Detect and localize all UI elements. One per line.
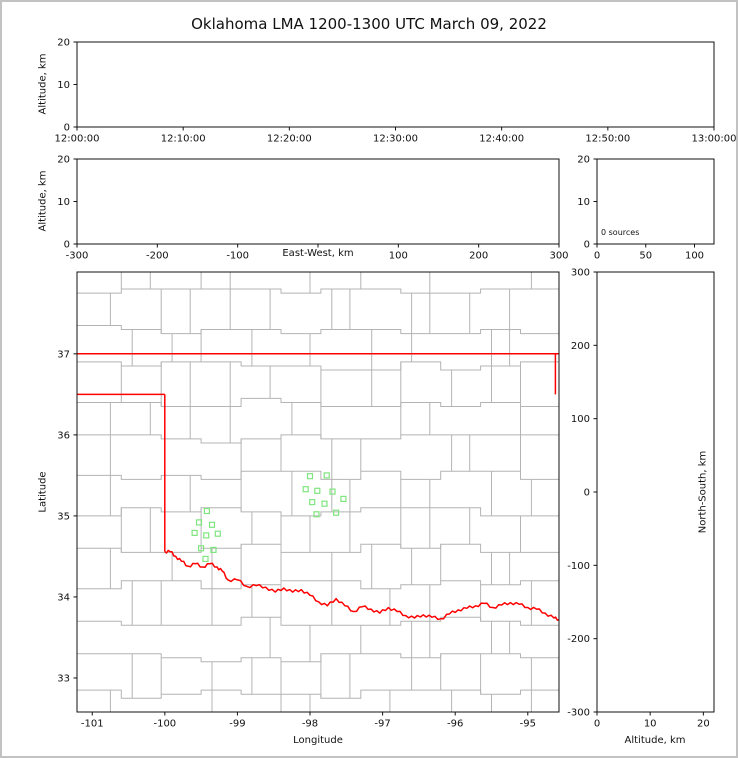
chart-title: Oklahoma LMA 1200-1300 UTC March 09, 202… [191,15,547,33]
ew-height-panel [76,158,560,245]
tick-label: 12:30:00 [373,134,418,145]
station-marker [323,472,330,479]
county-line-h [77,616,559,626]
station-marker [302,486,309,493]
tick-label: -96 [447,719,463,730]
tick-label: 0 [594,251,600,262]
tick-label: 300 [549,251,568,262]
tick-label: -97 [374,719,390,730]
tick-label: 200 [469,251,488,262]
tick-label: 300 [571,268,590,279]
tick-label: 34 [57,592,70,603]
county-line-h [77,543,559,553]
station-marker [214,530,221,537]
tick-label: 20 [57,155,70,166]
tick-label: 100 [571,414,590,425]
tick-label: -300 [66,251,89,262]
tick-label: -300 [567,708,590,719]
tick-label: 13:00:00 [692,134,737,145]
ns-height-xlabel: Altitude, km [624,735,686,746]
station-marker [333,509,340,516]
tick-label: -95 [520,719,536,730]
tick-label: 100 [389,251,408,262]
station-marker [208,521,216,528]
tick-label: -101 [81,719,104,730]
tick-label: 12:00:00 [55,134,100,145]
county-line-h [77,288,559,294]
station-marker [329,488,336,495]
tick-label: 33 [57,673,70,684]
station-marker [340,495,347,502]
ns-height-panel [596,271,715,713]
station-marker [198,545,205,552]
tick-label: 0 [64,123,70,134]
tick-label: 12:20:00 [267,134,312,145]
station-marker [309,499,316,506]
tick-label: -98 [302,719,318,730]
tick-label: -100 [567,561,590,572]
plan-view-xlabel: Longitude [293,735,343,746]
county-line-h [77,653,559,663]
state-border-red-river [164,549,559,621]
tick-label: 37 [57,349,70,360]
tick-label: 35 [57,511,70,522]
tick-label: 20 [577,155,590,166]
county-line-h [77,397,559,407]
station-marker [210,546,217,554]
tick-label: 10 [577,197,590,208]
tick-label: -200 [146,251,169,262]
tick-label: 36 [57,430,70,441]
tick-label: 0 [594,719,600,730]
tick-label: -99 [229,719,245,730]
map-layer [77,272,559,712]
tick-label: 0 [64,240,70,251]
county-line-h [77,325,559,335]
county-line-h [77,434,559,444]
time-height-ylabel: Altitude, km [37,53,49,115]
tick-label: 20 [57,38,70,49]
ns-height-ylabel: North-South, km [697,450,709,534]
tick-label: 10 [644,719,657,730]
tick-label: -100 [226,251,249,262]
station-marker [195,519,203,526]
station-marker [313,511,320,518]
county-line-h [77,361,559,371]
station-marker [202,555,209,563]
county-line-h [77,470,559,480]
tick-label: 0 [584,488,590,499]
station-marker [203,507,210,515]
tick-label: 12:50:00 [585,134,630,145]
tick-label: -100 [153,719,176,730]
tick-label: 200 [571,341,590,352]
ew-height-ylabel: Altitude, km [37,170,49,232]
tick-label: 20 [697,719,710,730]
station-marker [314,487,321,494]
station-marker [191,529,198,537]
tick-label: 10 [57,80,70,91]
tick-label: 50 [639,251,652,262]
tick-label: 12:40:00 [479,134,524,145]
source-count-annotation: 0 sources [601,228,640,237]
tick-label: -200 [567,634,590,645]
ew-height-xlabel: East-West, km [282,248,354,259]
station-marker [306,473,314,480]
county-line-h [77,580,559,590]
tick-label: 10 [57,197,70,208]
county-line-h [77,689,559,699]
station-marker [203,532,210,539]
time-height-panel [76,41,715,128]
plan-view-ylabel: Latitude [37,471,49,513]
tick-label: 12:10:00 [161,134,206,145]
tick-label: 100 [685,251,704,262]
tick-label: 0 [584,240,590,251]
plan-view-panel [76,271,560,713]
station-marker [321,500,328,507]
